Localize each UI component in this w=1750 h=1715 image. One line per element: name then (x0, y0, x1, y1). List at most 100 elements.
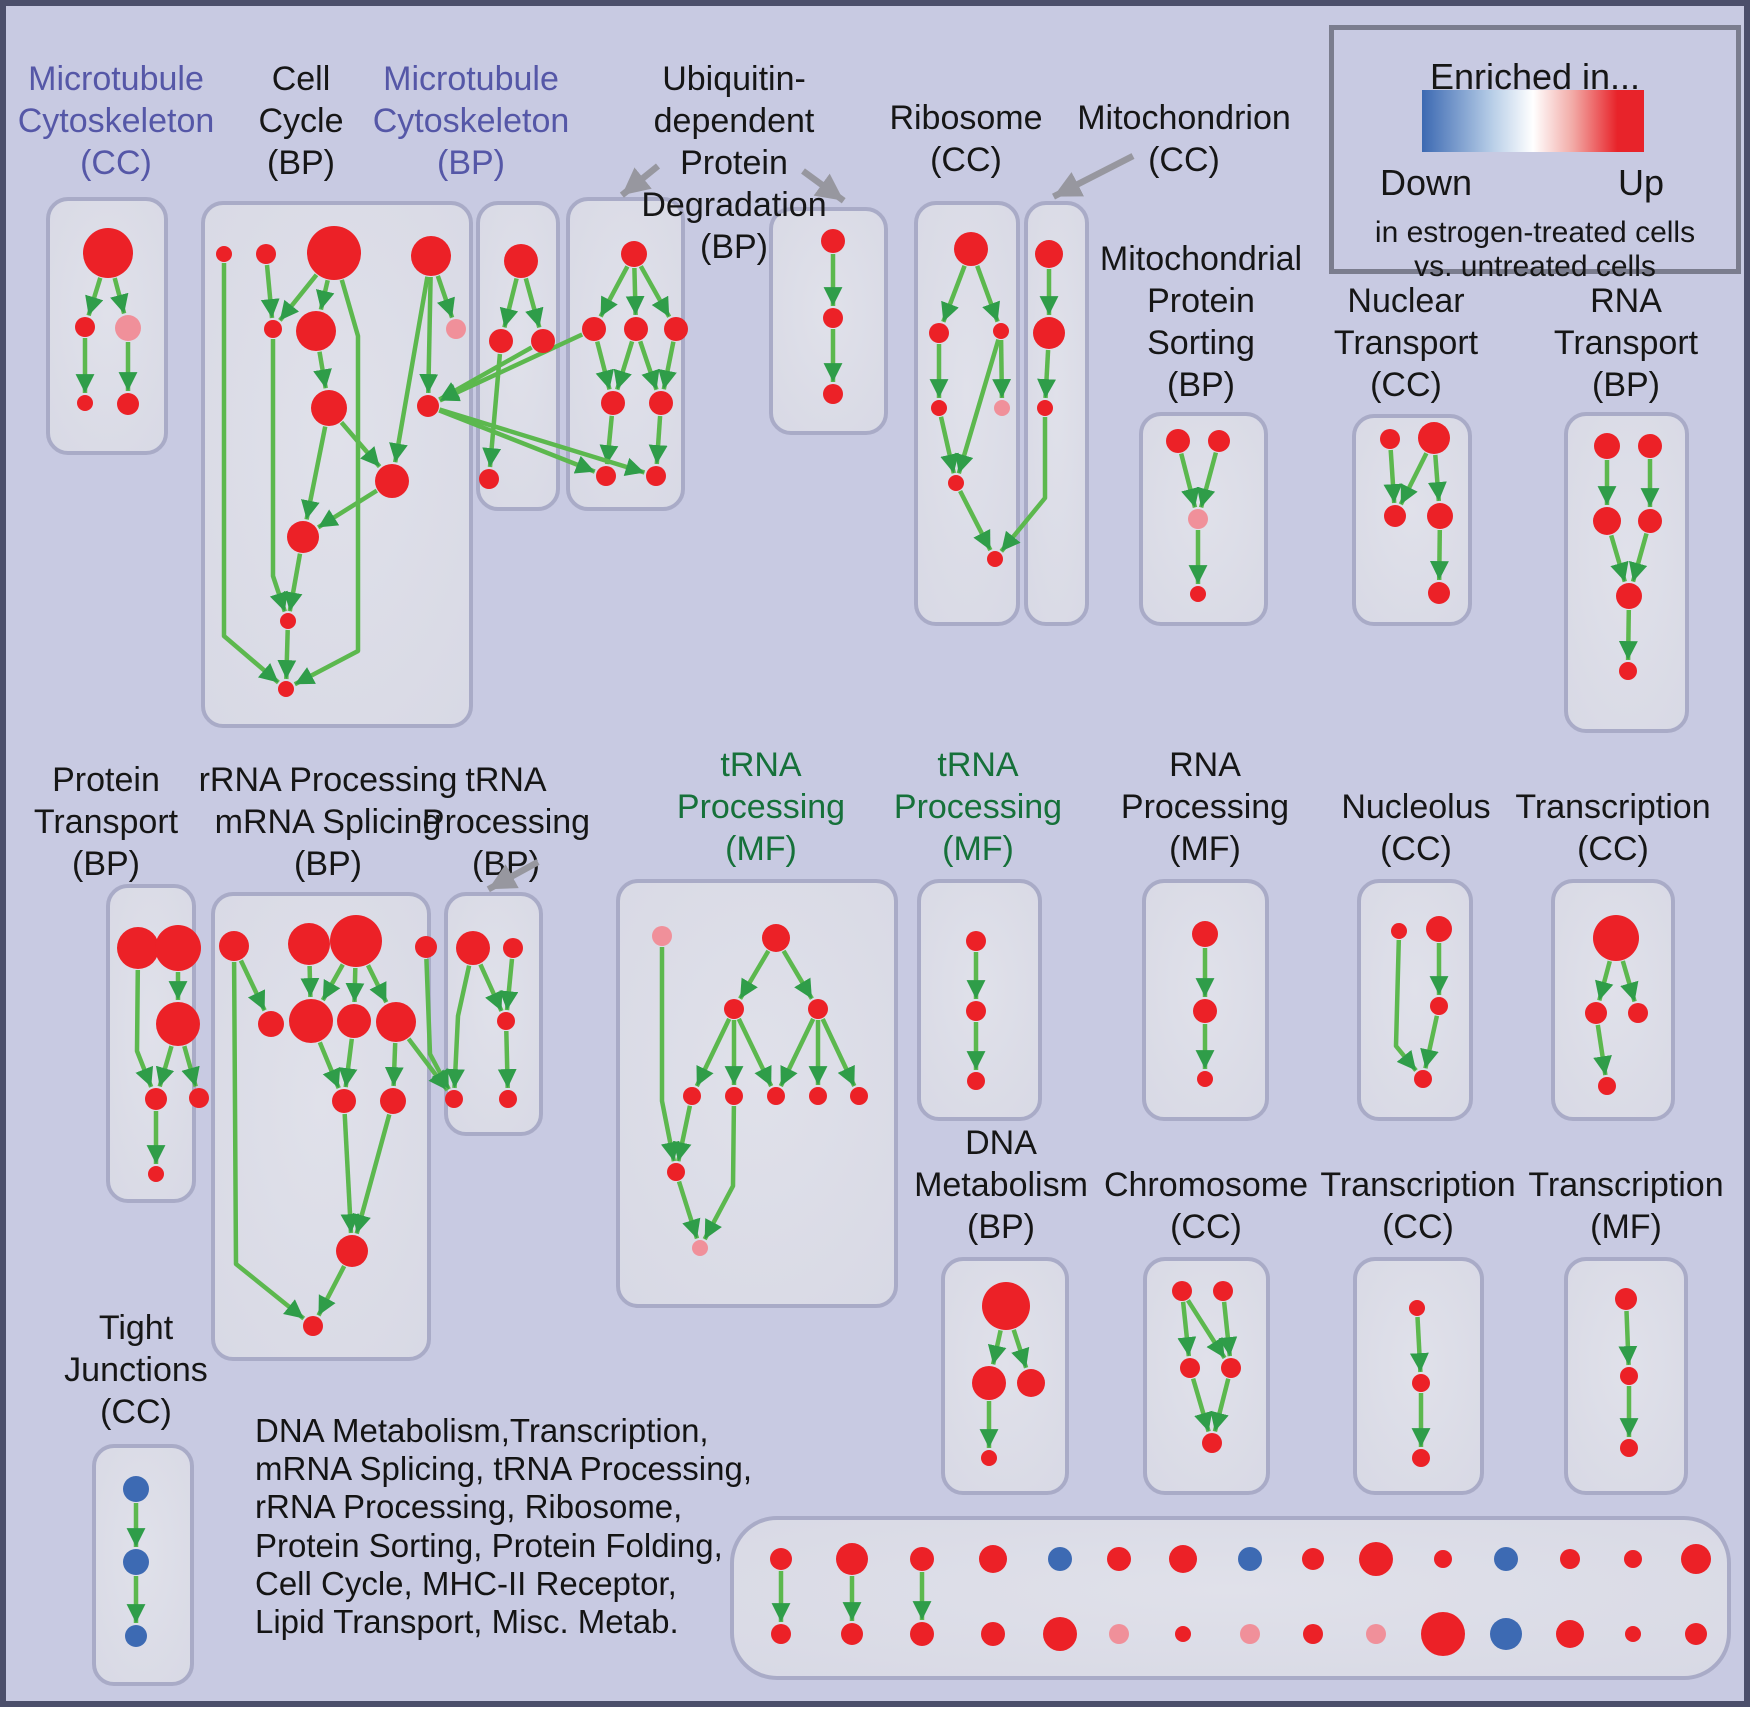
go-edge (352, 1113, 392, 1235)
cluster-label-mitochondrial-protein-sorting-bp: Protein (1147, 282, 1255, 320)
cluster-label-dna-metabolism-bp: Metabolism (914, 1166, 1088, 1204)
go-edge (820, 1018, 857, 1087)
go-edge (1427, 454, 1447, 502)
cluster-label-ubiquitin-dependent-protein-degradation-bp: (BP) (700, 228, 768, 266)
go-term-node (1620, 1439, 1638, 1457)
go-term-node (155, 925, 201, 971)
go-edge (340, 1113, 360, 1234)
ubiquitin-label-pointer-right-icon (801, 168, 846, 204)
misc-annotation-line: DNA Metabolism,Transcription, (255, 1412, 709, 1449)
go-edge (1177, 1301, 1197, 1357)
go-term-node (1107, 1547, 1131, 1571)
go-term-node (258, 1011, 284, 1037)
go-term-node (1035, 240, 1063, 268)
cluster-label-transcription-cc-upper: Transcription (1515, 788, 1710, 826)
go-term-node (216, 246, 232, 262)
cluster-label-rna-transport-bp: (BP) (1592, 366, 1660, 404)
go-term-node (1033, 317, 1065, 349)
cluster-label-nucleolus-cc: Nucleolus (1341, 788, 1490, 826)
go-edge (389, 276, 430, 463)
go-term-node (1017, 1369, 1045, 1397)
cluster-label-mitochondrial-protein-sorting-bp: Mitochondrial (1100, 240, 1302, 278)
legend-axis-labels: Down Up (1334, 162, 1736, 204)
go-edge (317, 488, 378, 530)
cluster-label-ubiquitin-dependent-protein-degradation-bp: Ubiquitin- (662, 60, 806, 98)
legend-up-label: Up (1617, 162, 1664, 203)
go-edge (260, 264, 280, 319)
go-edge (1218, 1301, 1238, 1357)
go-term-node (979, 1545, 1007, 1573)
go-edge (638, 340, 660, 391)
legend-caption-line1: in estrogen-treated cells (1374, 216, 1696, 249)
go-term-node (1109, 1624, 1129, 1644)
go-edge (365, 964, 389, 1004)
go-edge (424, 958, 451, 1091)
cluster-label-rna-processing-mf: (MF) (1169, 830, 1241, 868)
go-term-node (652, 926, 672, 946)
cluster-label-microtubule-cytoskeleton-cc: Cytoskeleton (18, 102, 215, 140)
go-term-node (1494, 1547, 1518, 1571)
legend-caption-line2: vs. untreated cells (1414, 250, 1656, 283)
cluster-label-ribosome-cc: (CC) (930, 141, 1002, 179)
cluster-label-protein-transport-bp: Protein (52, 761, 160, 799)
go-edge (315, 279, 335, 311)
cluster-box-nuclear-transport-cc (1352, 414, 1472, 626)
go-term-node (966, 931, 986, 951)
go-term-node (649, 391, 673, 415)
cluster-box-dna-metabolism-bp (941, 1257, 1069, 1495)
go-term-node (446, 319, 466, 339)
cluster-box-trna-processing-mf-large (616, 879, 898, 1308)
ubiquitin-label-pointer-left-icon (619, 163, 661, 198)
cluster-label-microtubule-cytoskeleton-cc: Microtubule (28, 60, 204, 98)
go-edge (975, 265, 1000, 323)
go-edge (781, 949, 814, 1000)
go-term-node (1192, 921, 1218, 947)
go-edge (1383, 449, 1403, 504)
go-edge (181, 1045, 200, 1088)
go-term-node (1208, 430, 1230, 452)
go-term-node (278, 681, 294, 697)
go-edge (1190, 1377, 1213, 1433)
go-edge (1179, 453, 1200, 508)
cluster-label-rna-transport-bp: RNA (1590, 282, 1662, 320)
go-edge (598, 265, 630, 318)
go-term-node (148, 1166, 164, 1182)
cluster-label-trna-processing-bp: tRNA (465, 761, 547, 799)
go-term-node (1418, 422, 1450, 454)
cluster-label-trna-processing-bp: Processing (422, 803, 590, 841)
legend-down-label: Down (1380, 162, 1473, 203)
cluster-label-transcription-cc-lower: (CC) (1382, 1208, 1454, 1246)
nodes (75, 226, 1711, 1656)
go-term-node (337, 1004, 371, 1038)
cluster-box-mitochondrion-cc (1024, 201, 1089, 626)
go-edge (648, 415, 668, 465)
go-term-node (1412, 1374, 1430, 1392)
go-term-node (1175, 1626, 1191, 1642)
go-term-node (376, 1002, 416, 1042)
go-term-node (1594, 433, 1620, 459)
go-term-node (503, 938, 523, 958)
go-edge (1011, 1329, 1030, 1369)
cluster-label-microtubule-cytoskeleton-cc: (CC) (80, 144, 152, 182)
go-term-node (767, 1087, 785, 1105)
go-edge (999, 417, 1048, 553)
cluster-label-chromosome-cc: Chromosome (1104, 1166, 1308, 1204)
go-term-node (1303, 1624, 1323, 1644)
cluster-label-microtubule-cytoskeleton-bp: (BP) (437, 144, 505, 182)
cluster-label-ubiquitin-dependent-protein-degradation-bp: dependent (654, 102, 815, 140)
go-edge (231, 961, 306, 1321)
go-term-node (117, 927, 159, 969)
go-term-node (332, 1089, 356, 1113)
go-term-node (931, 400, 947, 416)
go-term-node (1426, 916, 1452, 942)
cluster-label-ubiquitin-dependent-protein-degradation-bp: Degradation (641, 186, 826, 224)
cluster-label-tight-junctions-cc: Tight (99, 1309, 174, 1347)
go-term-node (336, 1235, 368, 1267)
go-term-node (1037, 400, 1053, 416)
go-term-node (582, 317, 606, 341)
cluster-label-nuclear-transport-cc: (CC) (1370, 366, 1442, 404)
go-term-node (987, 551, 1003, 567)
go-term-node (77, 395, 93, 411)
go-term-node (1585, 1002, 1607, 1024)
go-term-node (1628, 1003, 1648, 1023)
